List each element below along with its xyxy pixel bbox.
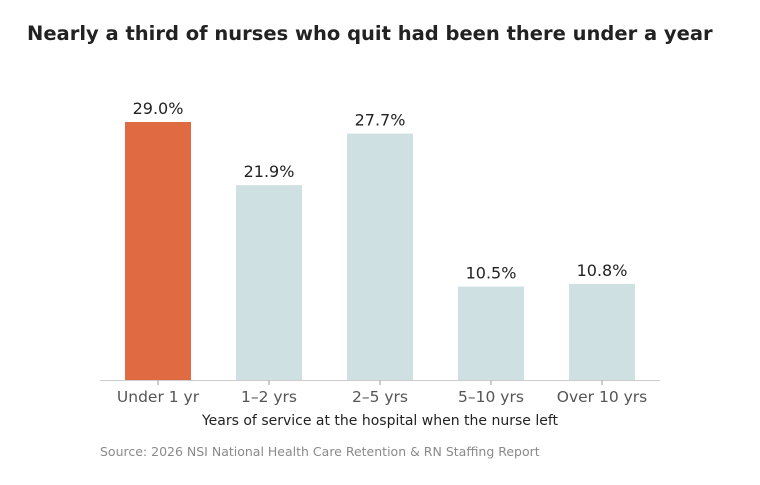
ticks-group: Under 1 yr 1–2 yrs 2–5 yrs 5–10 yrs Over 10 …: [117, 380, 647, 406]
data-label-2: 27.7%: [355, 111, 406, 130]
bar-2: [347, 133, 413, 380]
x-tick-label-3: 5–10 yrs: [458, 388, 524, 406]
bar-3: [458, 286, 524, 380]
x-tick-label-0: Under 1 yr: [117, 388, 200, 406]
x-tick-label-1: 1–2 yrs: [241, 388, 297, 406]
data-label-4: 10.8%: [577, 261, 628, 280]
bar-0: [125, 122, 191, 380]
x-tick-label-4: Over 10 yrs: [557, 388, 647, 406]
x-axis-label: Years of service at the hospital when th…: [201, 413, 558, 429]
bar-4: [569, 283, 635, 380]
x-tick-label-2: 2–5 yrs: [352, 388, 408, 406]
bar-1: [236, 185, 302, 380]
data-label-0: 29.0%: [133, 99, 184, 118]
data-label-1: 21.9%: [244, 162, 295, 181]
labels-group: 29.0% 21.9% 27.7% 10.5% 10.8%: [133, 99, 628, 283]
bars-group: [125, 122, 635, 380]
source-note: Source: 2026 NSI National Health Care Re…: [100, 444, 540, 459]
data-label-3: 10.5%: [466, 264, 517, 283]
chart-title: Nearly a third of nurses who quit had be…: [27, 22, 713, 45]
